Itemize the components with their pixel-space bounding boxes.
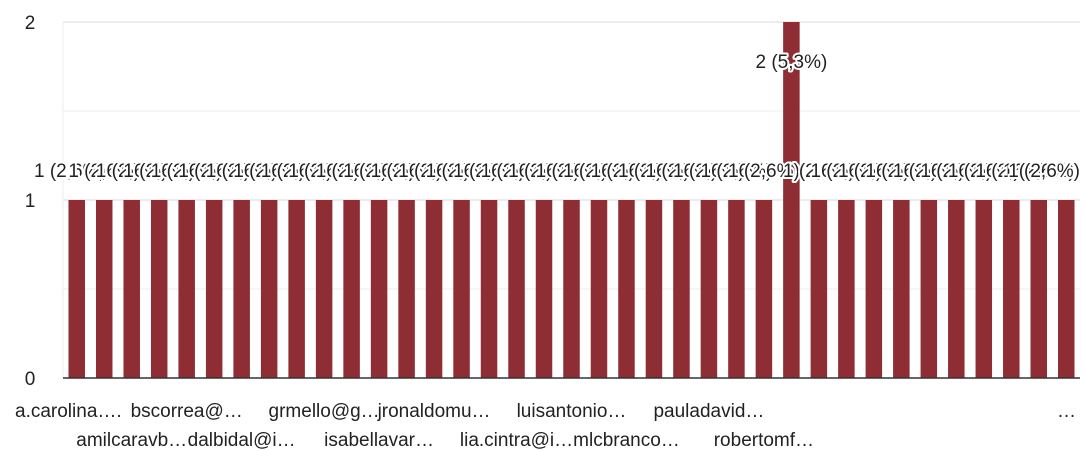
y-axis-ticks: 0 1 2 (25, 13, 36, 390)
bar (838, 200, 855, 378)
data-label: 1 (2,6%) (536, 161, 608, 182)
bar (1058, 200, 1075, 378)
data-label: 1 (2,6%) (178, 161, 250, 182)
x-tick-label: isabellavar… (324, 430, 434, 451)
x-tick-label: jronaldomu… (377, 401, 491, 422)
data-label: 1 (2,6%) (34, 161, 106, 182)
bar (453, 200, 470, 378)
data-label: 1 (2,6%) (810, 161, 882, 182)
data-label: 1 (2,6%) (343, 161, 415, 182)
bar (178, 200, 195, 378)
y-tick-label: 0 (25, 369, 36, 390)
data-labels: 1 (2,6%)1 (2,6%)1 (2,6%)1 (2,6%)1 (2,6%)… (32, 50, 1082, 184)
bar (95, 200, 113, 378)
data-label: 1 (2,6%) (508, 161, 580, 182)
bar (535, 200, 553, 378)
data-label: 1 (2,6%) (123, 161, 195, 182)
x-tick-label: … (1057, 401, 1076, 422)
bar (673, 200, 690, 378)
data-label: 1 (2,6%) (371, 161, 443, 182)
x-tick-label: pauladavid… (653, 401, 764, 422)
data-label: 1 (2,6%) (288, 161, 360, 182)
data-label: 1 (2,6%) (893, 161, 965, 182)
data-label: 1 (2,6%) (151, 161, 223, 182)
x-tick-label: grmello@g… (269, 401, 380, 422)
bar (480, 200, 498, 378)
bar (205, 200, 223, 378)
data-label: 1 (2,6%) (453, 161, 525, 182)
data-label: 1 (2,6%) (481, 161, 553, 182)
data-label: 1 (2,6%) (1003, 161, 1075, 182)
data-label: 1 (2,6%) (426, 161, 498, 182)
bar (288, 200, 305, 378)
data-label: 1 (2,6%) (591, 161, 663, 182)
data-label: 1 (2,6%) (261, 161, 333, 182)
data-label: 1 (2,6%) (728, 161, 800, 182)
bar (370, 200, 388, 378)
bar (920, 200, 938, 378)
y-tick-label: 2 (25, 13, 36, 34)
bar (425, 200, 443, 378)
bar (893, 200, 910, 378)
bar (865, 200, 883, 378)
bar (563, 200, 580, 378)
bar (123, 200, 140, 378)
data-label: 1 (2,6%) (865, 161, 937, 182)
data-label: 1 (2,6%) (206, 161, 278, 182)
bar (150, 200, 168, 378)
x-axis-ticks: a.carolina…. amilcaravb… bscorrea@… dalbida… (15, 401, 1076, 451)
bar (810, 200, 828, 378)
data-label: 1 (2,6%) (68, 161, 140, 182)
data-label: 1 (2,6%) (673, 161, 745, 182)
data-label: 1 (2,6%) (398, 161, 470, 182)
bar (508, 200, 525, 378)
bar (590, 200, 608, 378)
bar (618, 200, 635, 378)
bar (398, 200, 415, 378)
x-tick-label: dalbidal@i… (188, 430, 296, 451)
bar (700, 200, 718, 378)
data-label: 1 (2,6%) (563, 161, 635, 182)
data-label: 1 (2,6%) (96, 161, 168, 182)
data-label: 1 (2,6%) (783, 161, 855, 182)
bar (315, 200, 333, 378)
x-tick-label: bscorrea@… (131, 401, 243, 422)
data-label: 1 (2,6%) (701, 161, 773, 182)
data-label: 1 (2,6%) (316, 161, 388, 182)
bar (975, 200, 993, 378)
bar (1003, 200, 1020, 378)
data-label: 1 (2,6%) (646, 161, 718, 182)
data-label: 1 (2,6%) (1008, 161, 1080, 182)
x-tick-label: robertomf… (714, 430, 814, 451)
x-tick-label: a.carolina…. (15, 401, 122, 422)
bar (68, 200, 85, 378)
bar (343, 200, 360, 378)
data-label: 1 (2,6%) (618, 161, 690, 182)
bars (68, 22, 1075, 378)
bar (783, 22, 800, 378)
bar (260, 200, 278, 378)
x-tick-label: mlcbranco… (573, 430, 680, 451)
data-label: 2 (5,3%) (755, 52, 827, 73)
data-label: 1 (2,6%) (948, 161, 1020, 182)
x-tick-label: luisantonio… (517, 401, 627, 422)
data-label: 1 (2,6%) (838, 161, 910, 182)
x-tick-label: amilcaravb… (76, 430, 187, 451)
bar (728, 200, 745, 378)
data-label: 1 (2,6%) (975, 161, 1047, 182)
data-label: 1 (2,6%) (233, 161, 305, 182)
bar (233, 200, 250, 378)
bar (755, 200, 773, 378)
x-tick-label: lia.cintra@i… (460, 430, 573, 451)
data-label: 1 (2,6%) (920, 161, 992, 182)
bar (948, 200, 965, 378)
bar (1030, 200, 1048, 378)
y-tick-label: 1 (25, 191, 36, 212)
bar (645, 200, 663, 378)
